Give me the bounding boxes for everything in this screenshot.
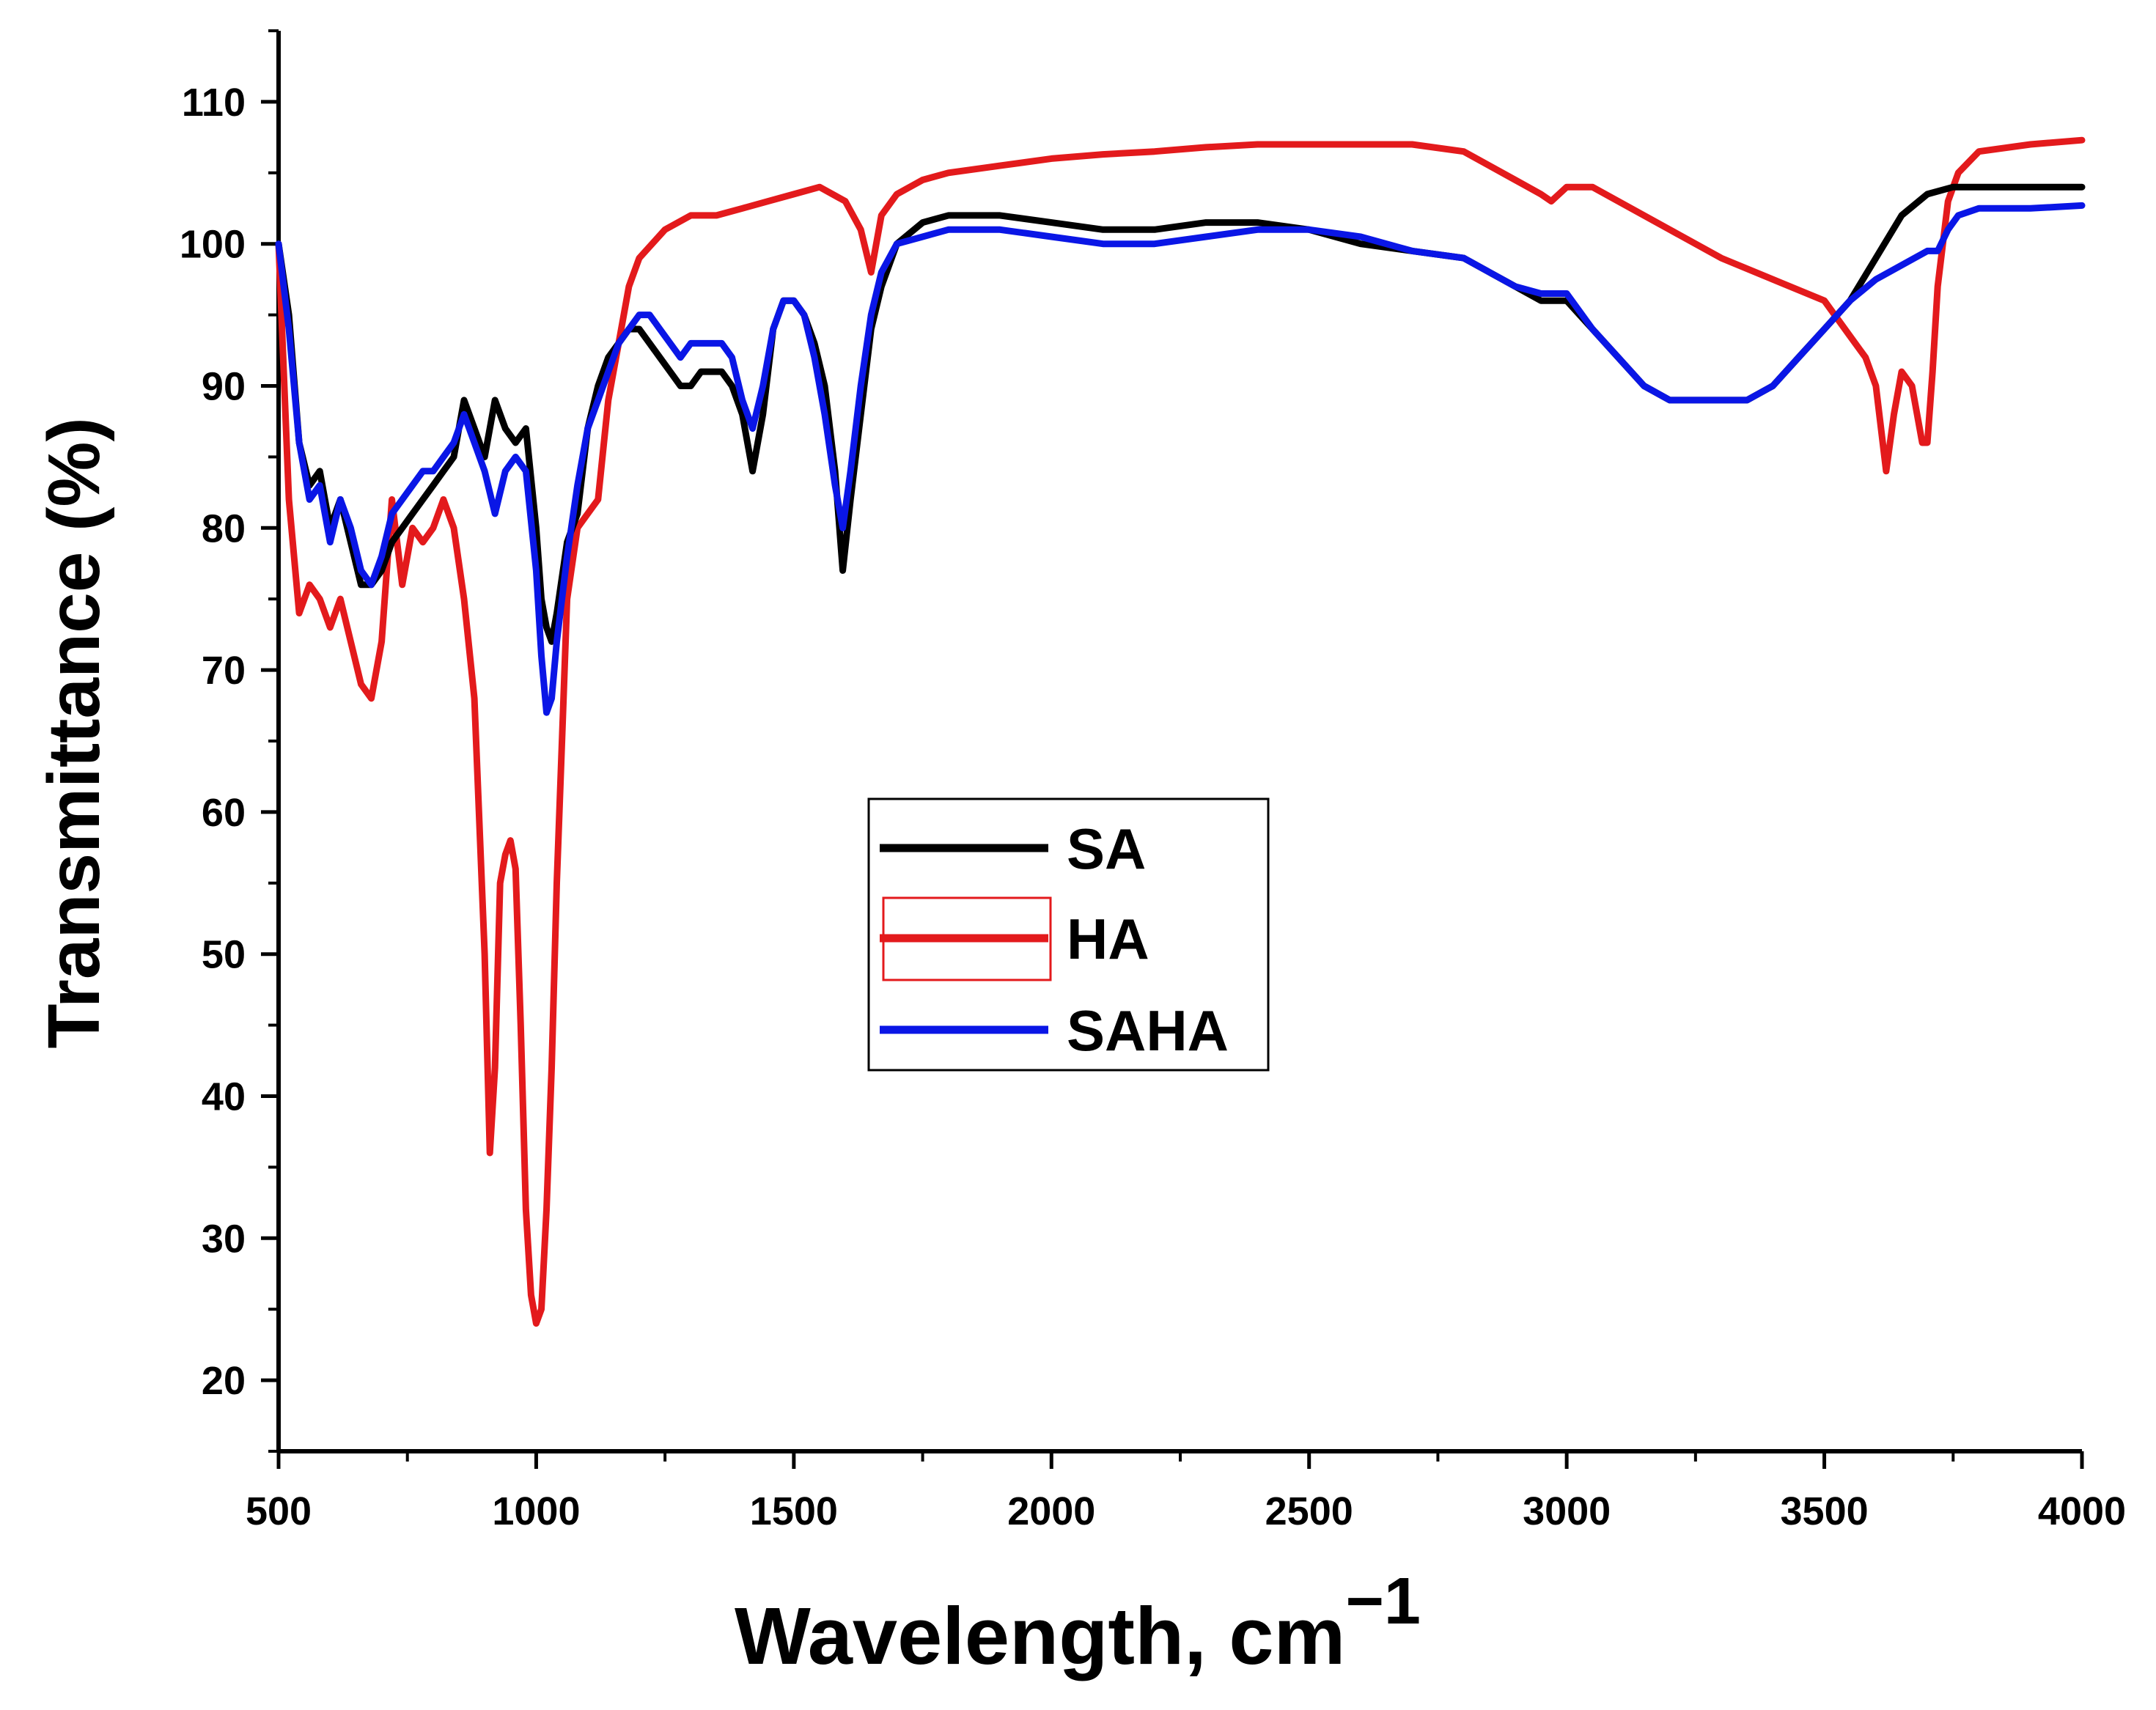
y-tick-label: 60	[202, 791, 246, 835]
series-line-saha	[275, 202, 2086, 716]
x-tick-label: 2500	[1265, 1489, 1353, 1533]
x-axis-title: Wavelength, cm−1	[735, 1565, 1421, 1681]
y-tick-label: 20	[202, 1359, 246, 1403]
legend-label-ha: HA	[1067, 907, 1149, 971]
y-tick-label: 110	[182, 81, 246, 125]
x-tick-label: 2000	[1007, 1489, 1095, 1533]
y-tick-label: 30	[202, 1217, 246, 1261]
legend: SA HA SAHA	[867, 797, 1270, 1072]
y-tick-label: 40	[202, 1075, 246, 1119]
x-tick-label: 1500	[750, 1489, 838, 1533]
y-tick-label: 80	[202, 506, 246, 550]
y-tick-label: 90	[202, 365, 246, 409]
y-axis-title: Transmittance (%)	[33, 417, 115, 1048]
y-tick-label: 100	[180, 223, 246, 267]
y-tick-label: 50	[202, 933, 246, 977]
x-axis-title-superscript: −1	[1345, 1565, 1421, 1638]
x-tick-label: 3500	[1781, 1489, 1869, 1533]
series-line-ha	[275, 136, 2086, 1327]
x-axis-title-main: Wavelength, cm	[735, 1591, 1345, 1681]
axis-ticks: 500 1000 1500 2000 2500 3000 3500 4000 20 30 40 50 6…	[180, 29, 2126, 1533]
x-tick-label: 4000	[2038, 1489, 2126, 1533]
legend-label-saha: SAHA	[1067, 998, 1229, 1063]
x-tick-label: 1000	[492, 1489, 580, 1533]
spectra-series	[275, 136, 2086, 1327]
legend-label-sa: SA	[1067, 817, 1146, 881]
x-tick-label: 500	[246, 1489, 312, 1533]
y-tick-label: 70	[202, 649, 246, 693]
series-line-sa	[275, 183, 2086, 645]
x-tick-label: 3000	[1523, 1489, 1611, 1533]
